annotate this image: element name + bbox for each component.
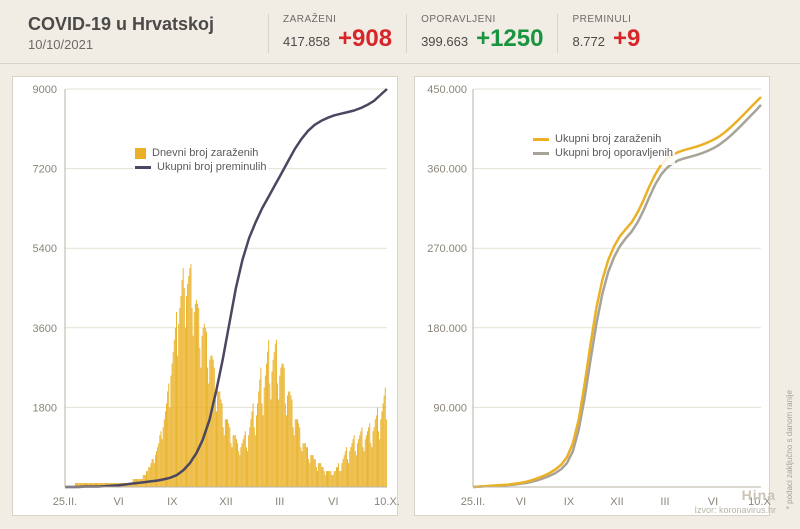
svg-text:VI: VI [113,496,123,508]
svg-text:VI: VI [328,496,338,508]
svg-text:5400: 5400 [33,243,57,255]
svg-text:XII: XII [219,496,232,508]
stat-delta: +1250 [476,25,543,53]
page-date: 10/10/2021 [28,37,268,52]
stat-label: PREMINULI [572,14,640,25]
stat-label: ZARAŽENI [283,14,392,25]
legend-label: Dnevni broj zaraženih [152,147,258,159]
svg-text:VI: VI [516,496,526,508]
svg-text:XII: XII [610,496,623,508]
svg-text:9000: 9000 [33,84,57,96]
legend-item: Ukupni broj oporavljenih [533,147,673,159]
svg-text:IX: IX [167,496,178,508]
legend-item: Dnevni broj zaraženih [135,147,266,159]
header: COVID-19 u Hrvatskoj 10/10/2021 ZARAŽENI… [0,0,800,64]
stat-total: 8.772 [572,34,605,49]
legend: Dnevni broj zaraženih Ukupni broj preminu… [133,141,268,179]
svg-text:270.000: 270.000 [427,243,467,255]
svg-text:III: III [275,496,284,508]
stat-delta: +9 [613,25,640,53]
title-block: COVID-19 u Hrvatskoj 10/10/2021 [28,14,268,53]
source: Izvor: koronavirus.hr [694,505,776,515]
svg-text:III: III [660,496,669,508]
svg-text:7200: 7200 [33,164,57,176]
legend-label: Ukupni broj zaraženih [555,133,661,145]
legend-label: Ukupni broj preminulih [157,161,266,173]
svg-text:1800: 1800 [33,402,57,414]
chart-cumulative: 90.000 180.000 270.000 360.000 450.000 25.II.… [414,76,770,516]
svg-text:25.II.: 25.II. [53,496,77,508]
stat-deceased: PREMINULI 8.772 +9 [557,14,654,53]
stat-recovered: OPORAVLJENI 399.663 +1250 [406,14,557,53]
svg-text:180.000: 180.000 [427,323,467,335]
stat-total: 417.858 [283,34,330,49]
infographic-root: COVID-19 u Hrvatskoj 10/10/2021 ZARAŽENI… [0,0,800,529]
legend-line-icon [135,166,151,169]
legend-item: Ukupni broj preminulih [135,161,266,173]
legend-item: Ukupni broj zaraženih [533,133,673,145]
svg-text:450.000: 450.000 [427,84,467,96]
stats-row: ZARAŽENI 417.858 +908 OPORAVLJENI 399.66… [268,14,780,53]
footnote: * podaci zaključno s danom ranije [785,390,794,509]
legend-label: Ukupni broj oporavljenih [555,147,673,159]
stat-label: OPORAVLJENI [421,14,543,25]
stat-infected: ZARAŽENI 417.858 +908 [268,14,406,53]
legend-swatch-icon [135,148,146,159]
legend-line-icon [533,152,549,155]
svg-text:10.X.: 10.X. [374,496,399,508]
svg-text:360.000: 360.000 [427,164,467,176]
svg-text:90.000: 90.000 [433,402,467,414]
svg-text:3600: 3600 [33,323,57,335]
legend-line-icon [533,138,549,141]
svg-text:25.II.: 25.II. [461,496,485,508]
charts-row: 1800 3600 5400 7200 9000 25.II. VI IX XII III VI 10… [0,64,800,524]
page-title: COVID-19 u Hrvatskoj [28,14,268,35]
logo: Hina [742,487,776,503]
stat-delta: +908 [338,25,392,53]
chart-daily-deaths: 1800 3600 5400 7200 9000 25.II. VI IX XII III VI 10… [12,76,398,516]
svg-text:IX: IX [564,496,575,508]
stat-total: 399.663 [421,34,468,49]
legend: Ukupni broj zaraženih Ukupni broj oporavl… [531,127,675,165]
